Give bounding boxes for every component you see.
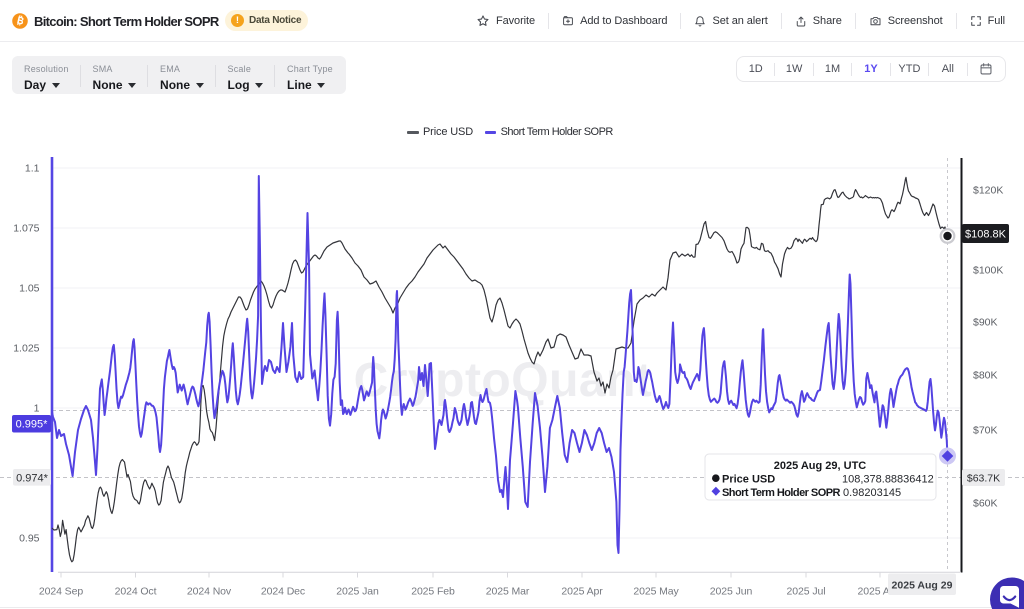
svg-text:Price USD: Price USD — [722, 474, 775, 486]
svg-text:2024 Oct: 2024 Oct — [115, 586, 157, 598]
svg-text:2025 Feb: 2025 Feb — [411, 586, 455, 598]
svg-text:$60K: $60K — [973, 498, 998, 510]
svg-text:2025 Mar: 2025 Mar — [486, 586, 530, 598]
svg-text:$70K: $70K — [973, 425, 998, 437]
svg-text:1.1: 1.1 — [25, 163, 40, 175]
svg-text:2025 Aug 29, UTC: 2025 Aug 29, UTC — [774, 460, 867, 472]
svg-text:0.95: 0.95 — [19, 533, 40, 545]
svg-text:1.025: 1.025 — [13, 343, 39, 355]
svg-text:2025 May: 2025 May — [633, 586, 679, 598]
svg-text:1.05: 1.05 — [19, 283, 40, 295]
svg-text:2024 Nov: 2024 Nov — [187, 586, 232, 598]
svg-text:2025 Aug 29: 2025 Aug 29 — [892, 580, 953, 592]
svg-text:0.974*: 0.974* — [16, 472, 49, 484]
svg-text:2025 Jul: 2025 Jul — [787, 586, 826, 598]
svg-text:$100K: $100K — [973, 265, 1003, 277]
svg-text:$63.7K: $63.7K — [967, 472, 1000, 484]
svg-text:2025 Jan: 2025 Jan — [336, 586, 379, 598]
svg-text:Short Term Holder SOPR: Short Term Holder SOPR — [722, 487, 840, 499]
svg-text:1.075: 1.075 — [13, 223, 39, 235]
svg-text:2024 Sep: 2024 Sep — [39, 586, 83, 598]
svg-text:108,378.88836412: 108,378.88836412 — [842, 474, 934, 486]
svg-text:2025 Apr: 2025 Apr — [561, 586, 603, 598]
svg-text:$80K: $80K — [973, 370, 998, 382]
svg-text:0.98203145: 0.98203145 — [843, 487, 901, 499]
svg-text:2024 Dec: 2024 Dec — [261, 586, 305, 598]
svg-text:$120K: $120K — [973, 185, 1003, 197]
svg-text:1: 1 — [34, 403, 40, 415]
svg-text:$108.8K: $108.8K — [965, 229, 1007, 241]
svg-text:$90K: $90K — [973, 317, 998, 329]
svg-text:2025 Jun: 2025 Jun — [710, 586, 753, 598]
svg-text:CryptoQuant: CryptoQuant — [354, 354, 653, 407]
svg-text:2025 A: 2025 A — [858, 586, 890, 598]
svg-text:0.995*: 0.995* — [16, 419, 49, 431]
